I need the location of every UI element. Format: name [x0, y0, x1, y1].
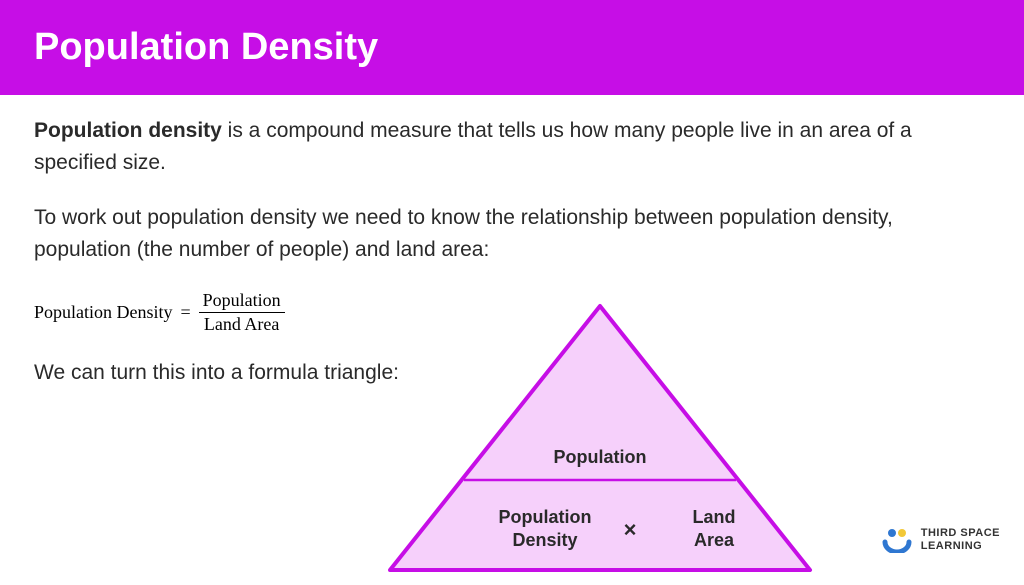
formula-denominator: Land Area: [199, 313, 285, 336]
brand-icon: [882, 527, 912, 553]
brand-line1: THIRD SPACE: [921, 527, 1000, 540]
brand-logo: THIRD SPACE LEARNING: [882, 527, 1000, 553]
brand-text: THIRD SPACE LEARNING: [921, 527, 1000, 552]
bold-term: Population density: [34, 119, 222, 142]
brand-line2: LEARNING: [921, 540, 1000, 553]
formula-triangle: Population PopulationDensity × LandArea: [380, 300, 820, 580]
paragraph-definition: Population density is a compound measure…: [34, 115, 990, 178]
triangle-bottom-left-label: PopulationDensity: [480, 506, 610, 551]
triangle-top-label: Population: [380, 446, 820, 469]
page-header: Population Density: [0, 0, 1024, 95]
triangle-bottom-right-label: LandArea: [664, 506, 764, 551]
paragraph-relationship: To work out population density we need t…: [34, 202, 990, 265]
formula-numerator: Population: [199, 289, 285, 313]
triangle-operator: ×: [610, 516, 650, 544]
formula-lhs: Population Density: [34, 299, 173, 326]
formula-fraction: Population Land Area: [199, 289, 285, 335]
formula-equals: =: [181, 299, 191, 326]
page-title: Population Density: [34, 26, 378, 68]
